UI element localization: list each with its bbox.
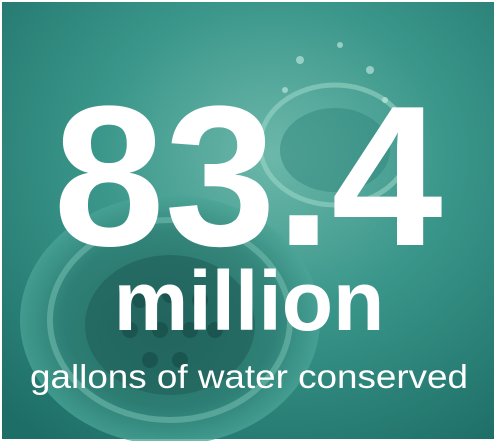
stat-value: 83.4 (53, 65, 442, 288)
stat-caption: gallons of water conserved (30, 358, 468, 395)
stat-unit: million (114, 254, 385, 348)
